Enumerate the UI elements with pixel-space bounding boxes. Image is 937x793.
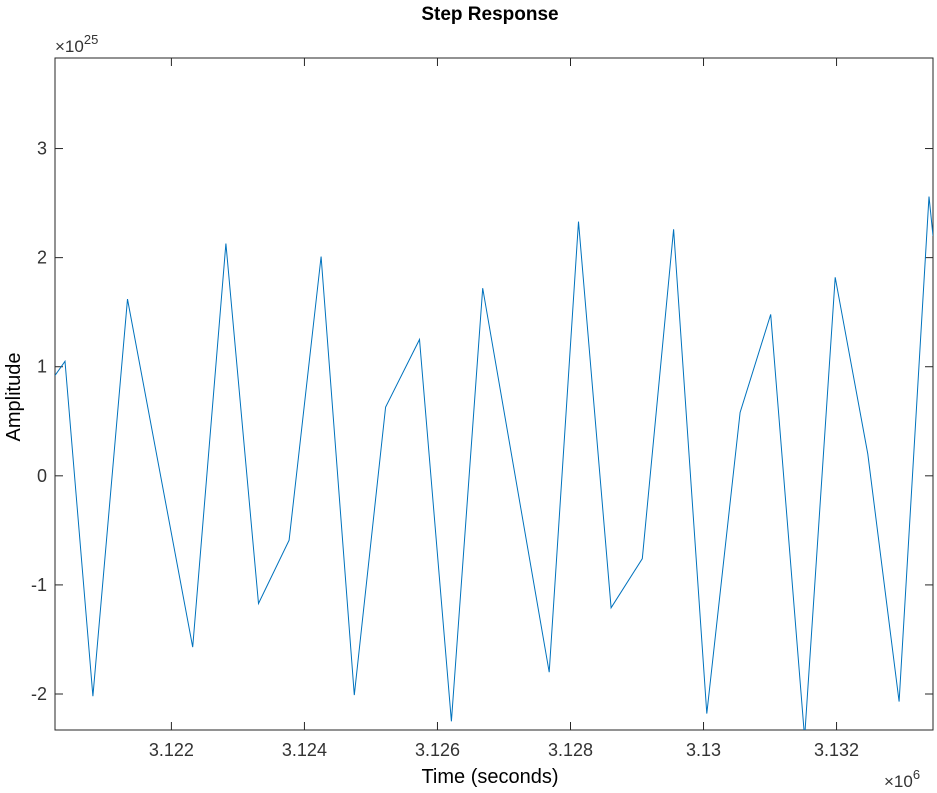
x-multiplier-base: ×10 <box>884 772 913 791</box>
x-tick-label: 3.124 <box>282 740 327 760</box>
y-tick-label: -1 <box>31 575 47 595</box>
y-tick-label: 1 <box>37 357 47 377</box>
x-tick-label: 3.132 <box>814 740 859 760</box>
chart-title: Step Response <box>421 4 558 25</box>
x-axis-label: Time (seconds) <box>421 766 558 788</box>
plot-area <box>54 57 934 731</box>
y-tick-label: 3 <box>37 139 47 159</box>
x-axis-multiplier: ×106 <box>884 767 920 791</box>
x-tick-label: 3.122 <box>149 740 194 760</box>
y-axis-ticks: -2 -1 0 1 2 3 <box>31 139 933 704</box>
y-tick-label: 0 <box>37 466 47 486</box>
y-tick-label: 2 <box>37 248 47 268</box>
y-tick-label: -2 <box>31 684 47 704</box>
y-multiplier-exponent: 25 <box>84 32 98 47</box>
x-tick-label: 3.126 <box>415 740 460 760</box>
y-multiplier-base: ×10 <box>55 37 84 56</box>
series-line <box>55 196 933 730</box>
x-axis-ticks: 3.122 3.124 3.126 3.128 3.13 3.132 <box>149 58 859 760</box>
x-multiplier-exponent: 6 <box>913 767 920 782</box>
y-axis-label: Amplitude <box>3 353 25 442</box>
y-axis-multiplier: ×1025 <box>55 32 98 56</box>
x-tick-label: 3.128 <box>548 740 593 760</box>
x-tick-label: 3.13 <box>686 740 721 760</box>
